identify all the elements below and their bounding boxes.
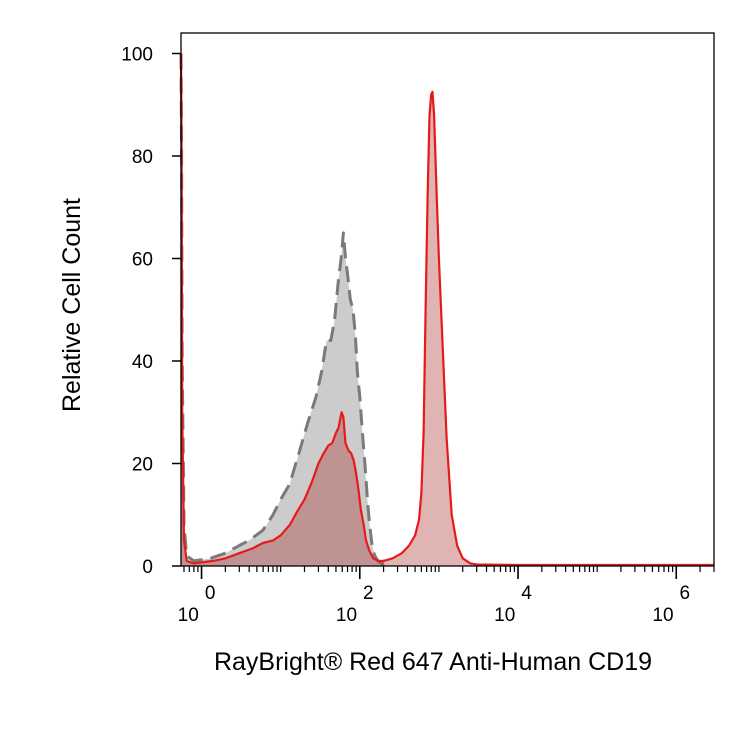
y-axis: 0 20 40 60 80 100 (121, 45, 181, 578)
x-tick-label: 100 (178, 583, 216, 626)
x-axis: 100 102 104 106 (178, 566, 715, 626)
plot-frame (180, 32, 715, 567)
y-axis-title: Relative Cell Count (58, 198, 86, 412)
x-tick-label: 104 (494, 583, 532, 626)
x-tick-label: 102 (336, 583, 374, 626)
y-tick-label: 40 (132, 352, 153, 373)
y-tick-label: 20 (132, 455, 153, 476)
y-tick-label: 60 (132, 250, 153, 271)
x-tick-label: 106 (652, 583, 690, 626)
y-tick-label: 0 (142, 557, 153, 578)
x-axis-title: RayBright® Red 647 Anti-Human CD19 (214, 648, 652, 676)
y-tick-label: 80 (132, 147, 153, 168)
series-2-fill (181, 53, 714, 566)
series-layer (179, 53, 714, 568)
series-2-line (179, 53, 714, 567)
series-1-line (179, 53, 389, 568)
y-tick-label: 100 (121, 45, 153, 66)
series-1-fill (181, 53, 389, 566)
